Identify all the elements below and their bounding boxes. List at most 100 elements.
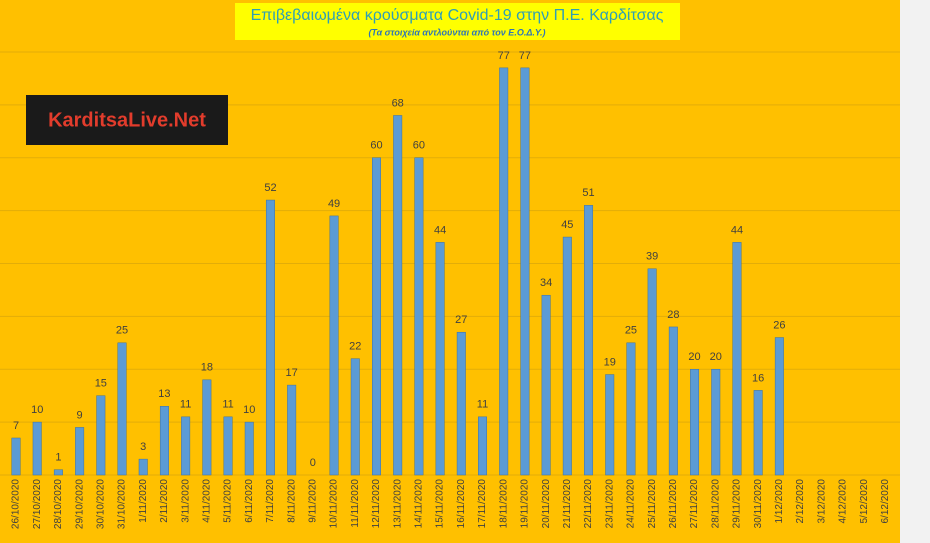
- x-tick-label: 29/10/2020: [74, 479, 85, 529]
- data-label: 49: [328, 198, 340, 210]
- bar: [202, 379, 212, 476]
- x-tick-label: 26/11/2020: [668, 479, 679, 529]
- data-label: 28: [667, 309, 679, 321]
- data-label: 13: [158, 388, 170, 400]
- bar: [265, 199, 275, 476]
- data-label: 26: [773, 319, 785, 331]
- data-label: 20: [688, 351, 700, 363]
- bar: [435, 242, 445, 476]
- chart-title: Επιβεβαιωμένα κρούσματα Covid-19 στην Π.…: [251, 7, 664, 24]
- logo-box: [26, 95, 228, 145]
- bar: [350, 358, 360, 476]
- bar: [647, 268, 657, 476]
- data-label: 19: [604, 356, 616, 368]
- x-tick-label: 10/11/2020: [329, 479, 340, 529]
- x-tick-label: 1/12/2020: [774, 479, 785, 524]
- x-tick-label: 18/11/2020: [498, 479, 509, 529]
- logo-text: KarditsaLive.Net: [48, 109, 206, 131]
- x-tick-label: 15/11/2020: [435, 479, 446, 529]
- bar: [499, 67, 509, 476]
- x-tick-label: 8/11/2020: [286, 479, 297, 523]
- data-label: 7: [13, 420, 19, 432]
- x-tick-label: 13/11/2020: [392, 479, 403, 529]
- x-tick-label: 21/11/2020: [562, 479, 573, 529]
- bar: [584, 205, 594, 476]
- data-label: 25: [625, 325, 637, 337]
- data-label: 39: [646, 251, 658, 263]
- data-label: 20: [710, 351, 722, 363]
- data-label: 3: [140, 441, 146, 453]
- x-tick-label: 12/11/2020: [371, 479, 382, 529]
- data-label: 10: [31, 404, 43, 416]
- bar: [456, 331, 466, 476]
- bar: [53, 469, 63, 476]
- x-tick-label: 16/11/2020: [456, 479, 467, 529]
- data-label: 34: [540, 277, 552, 289]
- x-tick-label: 14/11/2020: [414, 479, 425, 529]
- side-margin: [900, 0, 930, 543]
- data-label: 11: [222, 399, 233, 411]
- data-label: 9: [77, 409, 83, 421]
- x-tick-label: 25/11/2020: [647, 479, 658, 529]
- data-label: 22: [349, 341, 361, 353]
- bar: [96, 395, 106, 476]
- data-label: 0: [310, 457, 316, 469]
- bar: [223, 416, 233, 476]
- bar: [11, 437, 21, 476]
- x-tick-label: 19/11/2020: [520, 479, 531, 529]
- bar: [690, 369, 700, 476]
- x-tick-label: 22/11/2020: [583, 479, 594, 529]
- data-label: 45: [561, 219, 573, 231]
- x-tick-label: 6/12/2020: [880, 479, 891, 524]
- x-tick-label: 6/11/2020: [244, 479, 255, 523]
- data-label: 17: [286, 367, 298, 379]
- bar: [605, 374, 615, 476]
- x-tick-label: 9/11/2020: [308, 479, 319, 523]
- bar: [32, 421, 42, 476]
- x-tick-label: 24/11/2020: [626, 479, 637, 529]
- bar: [774, 337, 784, 476]
- bar: [159, 406, 169, 476]
- bar: [393, 115, 403, 476]
- bar: [75, 427, 85, 476]
- chart-subtitle: (Τα στοιχεία αντλούνται από τον Ε.Ο.Δ.Υ.…: [368, 27, 545, 37]
- bar: [244, 421, 254, 476]
- bar: [329, 215, 339, 476]
- data-label: 15: [95, 378, 107, 390]
- data-label: 16: [752, 372, 764, 384]
- x-tick-label: 27/11/2020: [689, 479, 700, 529]
- bar: [711, 369, 721, 476]
- bar: [520, 67, 530, 476]
- bar: [753, 390, 763, 476]
- data-label: 60: [370, 140, 382, 152]
- x-tick-label: 3/11/2020: [180, 479, 191, 523]
- data-label: 68: [392, 97, 404, 109]
- x-tick-label: 5/12/2020: [859, 479, 870, 524]
- x-tick-label: 23/11/2020: [604, 479, 615, 529]
- bar: [117, 342, 127, 476]
- x-tick-label: 11/11/2020: [350, 479, 361, 528]
- x-tick-label: 28/10/2020: [53, 479, 64, 529]
- x-tick-label: 31/10/2020: [117, 479, 128, 529]
- x-tick-label: 3/12/2020: [816, 479, 827, 524]
- bar: [478, 416, 487, 476]
- x-tick-label: 4/11/2020: [201, 479, 212, 523]
- data-label: 77: [519, 50, 531, 62]
- bar: [562, 236, 572, 476]
- x-tick-label: 20/11/2020: [541, 479, 552, 529]
- x-tick-label: 30/10/2020: [95, 479, 106, 529]
- data-label: 44: [731, 224, 743, 236]
- data-label: 11: [180, 399, 191, 411]
- data-label: 52: [264, 182, 276, 194]
- bar: [138, 458, 148, 476]
- data-label: 1: [55, 452, 61, 464]
- title-box: [235, 3, 680, 40]
- x-tick-label: 2/11/2020: [159, 479, 170, 523]
- x-tick-label: 28/11/2020: [710, 479, 721, 529]
- bar: [668, 326, 678, 476]
- bar: [732, 242, 742, 476]
- x-tick-label: 29/11/2020: [732, 479, 743, 529]
- data-label: 10: [243, 404, 255, 416]
- bar: [287, 384, 297, 476]
